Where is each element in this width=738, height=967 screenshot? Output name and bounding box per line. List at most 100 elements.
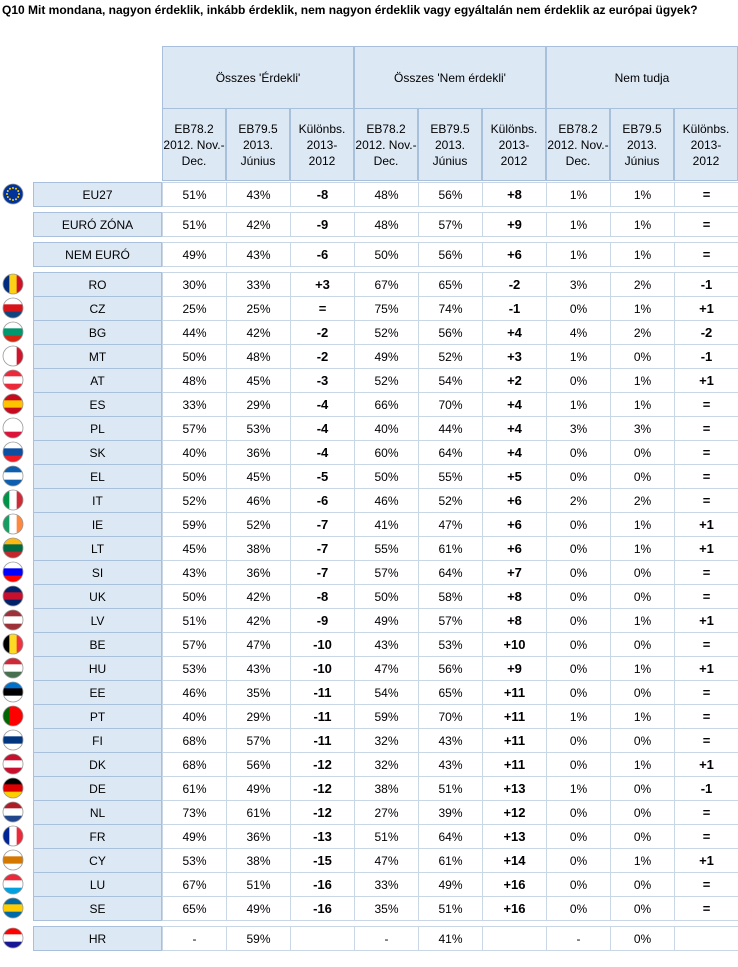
data-cell: 52% [162, 488, 227, 513]
data-cell: 38% [226, 848, 291, 873]
group-header: Összes 'Érdekli' [162, 46, 354, 109]
data-cell: = [674, 896, 738, 921]
data-cell: = [674, 416, 738, 441]
data-cell: 0% [610, 872, 675, 897]
group-header: Nem tudja [546, 46, 738, 109]
flag-icon [2, 777, 24, 799]
data-cell: -4 [290, 416, 355, 441]
data-cell: 1% [610, 368, 675, 393]
data-cell: 0% [546, 800, 611, 825]
data-cell: 1% [610, 182, 675, 207]
data-cell: 49% [162, 242, 227, 267]
row-label: AT [33, 368, 162, 393]
data-cell: -8 [290, 584, 355, 609]
data-cell: 0% [546, 752, 611, 777]
data-cell: 1% [546, 704, 611, 729]
flag-icon [2, 897, 24, 919]
data-cell: 57% [354, 560, 419, 585]
row-label: UK [33, 584, 162, 609]
data-cell: 49% [226, 776, 291, 801]
flag-icon [2, 441, 24, 463]
data-cell: 0% [546, 560, 611, 585]
data-cell: +11 [482, 752, 547, 777]
data-cell [482, 926, 547, 951]
data-cell: +6 [482, 242, 547, 267]
data-cell: 0% [546, 464, 611, 489]
data-cell: +14 [482, 848, 547, 873]
data-cell: 25% [162, 296, 227, 321]
data-cell: 0% [610, 584, 675, 609]
data-cell: 57% [226, 728, 291, 753]
data-cell: 1% [610, 608, 675, 633]
data-cell: 42% [226, 212, 291, 237]
data-cell: 57% [162, 632, 227, 657]
data-cell: +4 [482, 320, 547, 345]
flag-icon [2, 705, 24, 727]
data-cell: -7 [290, 536, 355, 561]
data-cell: -8 [290, 182, 355, 207]
data-cell: - [546, 926, 611, 951]
row-label: IT [33, 488, 162, 513]
row-label: PL [33, 416, 162, 441]
data-cell: -2 [482, 272, 547, 297]
data-cell: 42% [226, 320, 291, 345]
data-cell: 1% [610, 392, 675, 417]
data-cell: 0% [610, 926, 675, 951]
data-cell: +7 [482, 560, 547, 585]
data-cell: = [674, 560, 738, 585]
data-cell: 47% [418, 512, 483, 537]
data-cell: 65% [418, 272, 483, 297]
data-cell: -12 [290, 800, 355, 825]
data-cell: -16 [290, 872, 355, 897]
row-label: SI [33, 560, 162, 585]
data-cell: 53% [418, 632, 483, 657]
data-cell: -2 [290, 344, 355, 369]
data-cell: 0% [610, 896, 675, 921]
data-cell: 0% [610, 680, 675, 705]
data-cell: -11 [290, 704, 355, 729]
data-cell: = [674, 632, 738, 657]
data-cell: 36% [226, 440, 291, 465]
data-cell: = [674, 680, 738, 705]
data-cell: 1% [610, 536, 675, 561]
flag-icon [2, 393, 24, 415]
data-cell: 66% [354, 392, 419, 417]
data-cell: 43% [418, 752, 483, 777]
data-cell: 43% [226, 242, 291, 267]
data-cell: 0% [546, 896, 611, 921]
data-cell: +9 [482, 656, 547, 681]
data-cell: 61% [418, 848, 483, 873]
data-cell: 52% [418, 344, 483, 369]
data-cell: 1% [546, 392, 611, 417]
data-cell: 1% [546, 776, 611, 801]
data-cell: 51% [162, 608, 227, 633]
data-cell: 59% [354, 704, 419, 729]
data-cell: 39% [418, 800, 483, 825]
data-cell: 68% [162, 752, 227, 777]
data-cell: -9 [290, 608, 355, 633]
data-cell: 1% [610, 848, 675, 873]
sub-header: EB78.2 2012. Nov.- Dec. [354, 108, 418, 181]
data-cell: 0% [610, 728, 675, 753]
row-label: LU [33, 872, 162, 897]
data-cell: 30% [162, 272, 227, 297]
data-cell: -4 [290, 392, 355, 417]
data-cell: -12 [290, 752, 355, 777]
data-cell: 47% [354, 656, 419, 681]
data-cell: = [674, 440, 738, 465]
data-cell: 0% [546, 632, 611, 657]
data-cell: 74% [418, 296, 483, 321]
data-cell: 40% [354, 416, 419, 441]
data-cell: = [674, 872, 738, 897]
data-cell: 4% [546, 320, 611, 345]
flag-icon [2, 801, 24, 823]
row-label: CY [33, 848, 162, 873]
data-cell: 57% [418, 212, 483, 237]
data-cell: 50% [354, 464, 419, 489]
data-cell [290, 926, 355, 951]
data-cell: 2% [610, 320, 675, 345]
row-label: SK [33, 440, 162, 465]
data-cell: 44% [418, 416, 483, 441]
data-cell: 65% [162, 896, 227, 921]
data-cell: 33% [354, 872, 419, 897]
